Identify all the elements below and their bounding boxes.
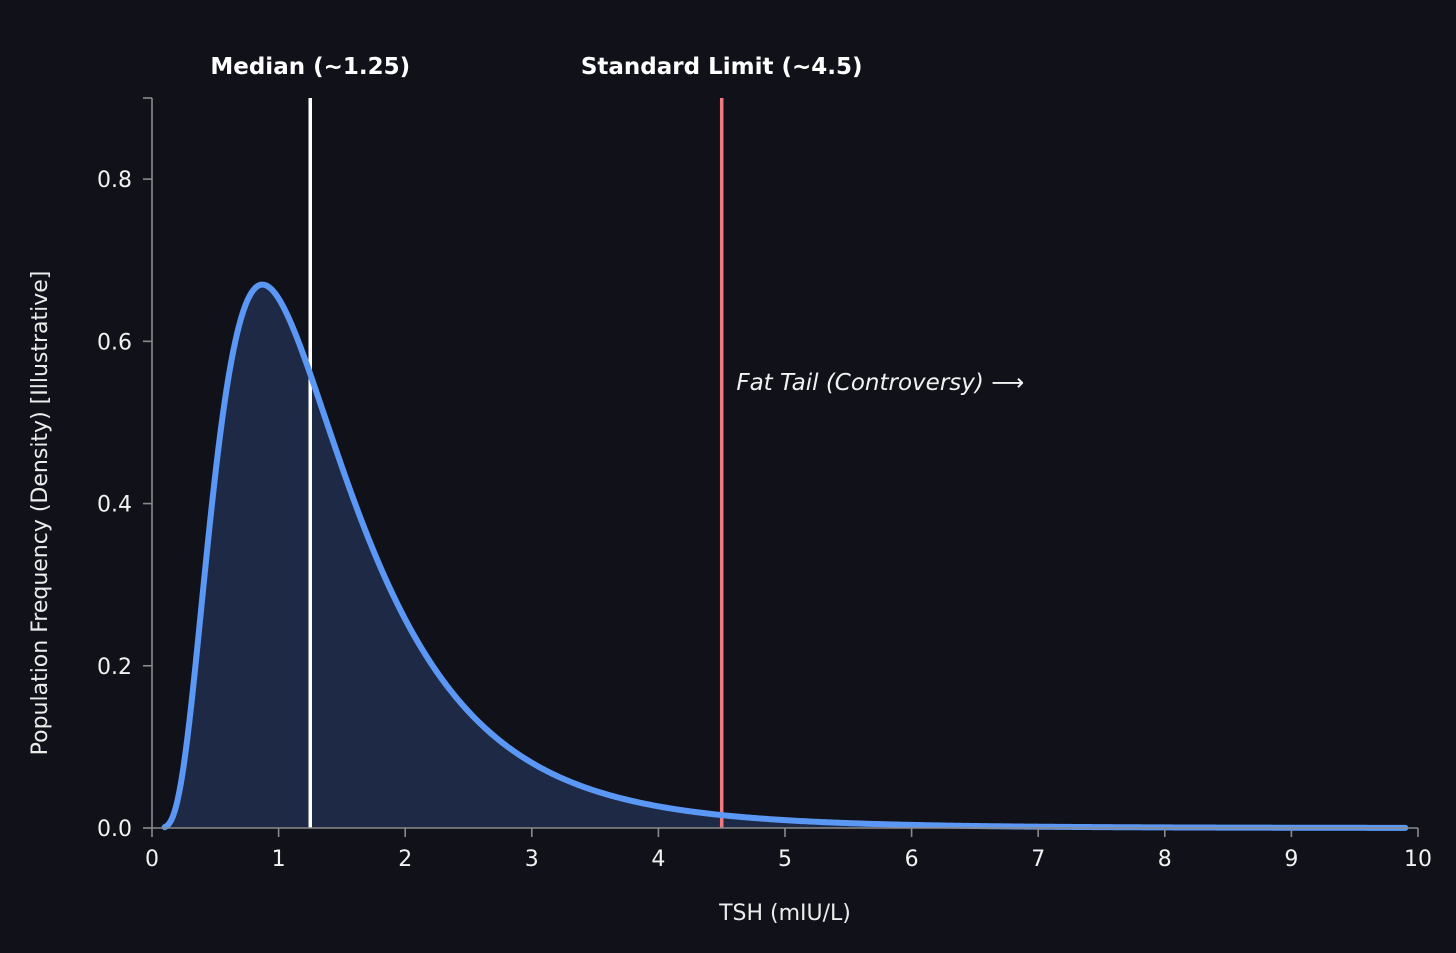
y-tick-label: 0.2 <box>97 655 132 680</box>
x-tick-label: 7 <box>1031 847 1045 872</box>
x-tick-label: 6 <box>905 847 919 872</box>
x-tick-label: 4 <box>651 847 665 872</box>
y-axis-ticks: 0.0 0.2 0.4 0.6 0.8 <box>97 97 152 842</box>
y-tick-label: 0.4 <box>97 493 132 518</box>
reference-lines-layer <box>308 98 724 828</box>
standard-limit-line-label: Standard Limit (~4.5) <box>581 54 863 80</box>
y-tick-label: 0.6 <box>97 330 132 355</box>
x-tick-label: 1 <box>272 847 286 872</box>
x-tick-label: 10 <box>1404 847 1432 872</box>
x-axis-title: TSH (mIU/L) <box>718 901 851 926</box>
y-tick-label: 0.0 <box>97 817 132 842</box>
x-tick-label: 8 <box>1158 847 1172 872</box>
x-tick-label: 0 <box>145 847 159 872</box>
density-fill-layer <box>164 284 1406 829</box>
y-tick-label: 0.8 <box>97 168 132 193</box>
y-axis-title: Population Frequency (Density) [Illustra… <box>28 271 53 756</box>
labels-layer: TSH (mIU/L) Population Frequency (Densit… <box>28 54 1024 926</box>
median-line-label: Median (~1.25) <box>210 54 410 80</box>
x-tick-label: 5 <box>778 847 792 872</box>
x-tick-label: 9 <box>1284 847 1298 872</box>
fat-tail-annotation: Fat Tail (Controversy) ⟶ <box>736 370 1024 396</box>
axes-layer: 0 1 2 3 4 5 6 7 8 9 10 0.0 0.2 0.4 0.6 0.8 <box>97 97 1432 872</box>
density-area-fill <box>164 284 1406 829</box>
x-tick-label: 3 <box>525 847 539 872</box>
x-axis-ticks: 0 1 2 3 4 5 6 7 8 9 10 <box>145 828 1432 872</box>
x-tick-label: 2 <box>398 847 412 872</box>
